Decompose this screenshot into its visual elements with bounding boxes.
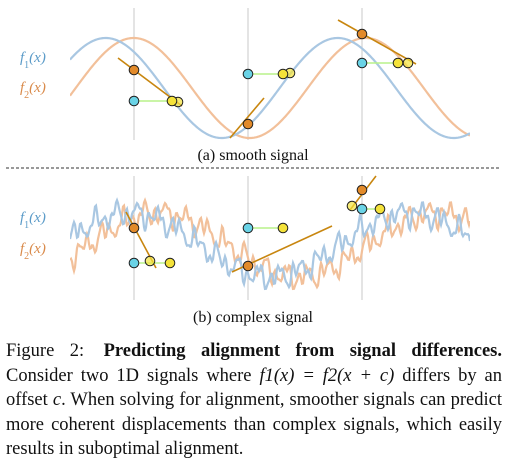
caption-body-2: differs by an offset [6,365,502,411]
f2-sample-a2 [356,28,368,40]
guide-lines-b [133,176,363,300]
caption-math: f1(x) = f2(x + c) [259,365,395,386]
displaced-point-b1 [277,222,289,234]
figure-caption: Figure 2: Predicting alignment from sign… [6,339,502,462]
displaced-point-b2 [374,203,386,215]
f1-label-a: f1(x) [20,50,46,71]
caption-title: Predicting alignment from signal differe… [103,341,503,361]
f1-sample-a1 [242,68,254,80]
panel-complex-signal: f1(x) f2(x) (b) complex signal [20,175,470,326]
f2-sample-b1 [242,260,254,272]
f2-label-b: f2(x) [20,241,46,262]
caption-body-1: Consider two 1D signals where [6,365,260,386]
tangent-line-a2 [337,19,417,65]
displaced-point-b0 [164,257,176,269]
caption-label: Figure 2: [6,341,85,361]
alignment-marks-complex [125,175,386,273]
caption-math-c: c [52,390,62,411]
displaced-point-a0 [166,95,178,107]
f1-sample-b0 [128,257,140,269]
f2-label-a: f2(x) [20,80,46,101]
tangent-line-a1 [229,97,265,139]
figure-diagram: f1(x) f2(x) (a) smooth signal f1(x) f2(x… [6,8,500,326]
f1-sample-a2 [356,57,368,69]
f2-curve-smooth [70,36,470,140]
caption-body-3: . When solving for alignment, smoother s… [6,390,502,460]
displaced-point-a1 [277,68,289,80]
panel-smooth-signal: f1(x) f2(x) (a) smooth signal [20,8,470,164]
displaced-ghost-b0 [144,255,156,267]
f2-sample-a1 [242,118,254,130]
f2-sample-a0 [128,64,140,76]
f1-curve-smooth [70,36,470,140]
f1-sample-b2 [356,203,368,215]
f1-label-b: f1(x) [20,210,46,231]
displaced-ghost-a2 [402,57,414,69]
displaced-ghost-b2 [346,200,358,212]
f2-sample-b0 [128,222,140,234]
displaced-point-a2 [392,57,404,69]
alignment-marks-smooth [117,19,417,139]
f1-sample-a0 [128,95,140,107]
f1-sample-b1 [242,222,254,234]
f2-sample-b2 [356,184,368,196]
f1-curve-complex [70,197,470,291]
subcaption-a: (a) smooth signal [197,147,309,164]
subcaption-b: (b) complex signal [193,309,314,326]
